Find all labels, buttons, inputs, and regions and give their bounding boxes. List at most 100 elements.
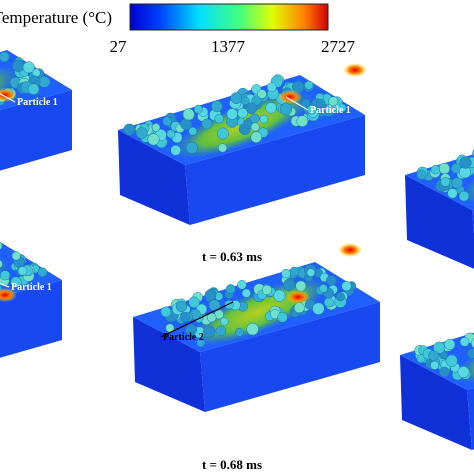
powder-particle bbox=[220, 317, 229, 326]
powder-particle bbox=[458, 190, 470, 202]
powder-particle bbox=[312, 302, 325, 315]
pointer-arrow bbox=[285, 96, 309, 111]
colorbar-tick: 2727 bbox=[321, 37, 356, 56]
slab-side bbox=[133, 317, 205, 412]
powder-particle bbox=[281, 268, 291, 279]
powder-particle bbox=[251, 95, 262, 106]
powder-particle bbox=[201, 118, 213, 130]
powder-particle bbox=[282, 279, 295, 291]
powder-particle bbox=[0, 270, 11, 281]
powder-particle bbox=[306, 268, 316, 277]
powder-particle bbox=[430, 360, 440, 370]
colorbar-title: Temperature (°C) bbox=[0, 8, 112, 27]
powder-particle bbox=[249, 113, 260, 124]
powder-particle bbox=[182, 108, 195, 121]
powder-particle bbox=[37, 267, 48, 278]
powder-particle bbox=[235, 327, 244, 337]
powder-particle bbox=[206, 312, 217, 323]
powder-particle bbox=[257, 89, 267, 99]
colorbar bbox=[129, 3, 329, 31]
powder-particle bbox=[259, 114, 269, 124]
simulation-panel: Particle 1 bbox=[0, 241, 62, 358]
slab-side bbox=[400, 355, 472, 450]
time-caption: t = 0.68 ms bbox=[202, 457, 262, 472]
powder-particle bbox=[323, 297, 334, 308]
powder-particle bbox=[335, 292, 345, 302]
powder-particle bbox=[250, 131, 262, 143]
powder-particle bbox=[196, 338, 206, 348]
powder-particle bbox=[440, 177, 451, 187]
powder-particle bbox=[301, 98, 311, 108]
slab-side bbox=[118, 130, 190, 225]
powder-particle bbox=[166, 129, 176, 139]
powder-particle bbox=[12, 59, 25, 72]
powder-particle bbox=[215, 325, 227, 337]
powder-particle bbox=[162, 116, 172, 126]
powder-particle bbox=[430, 165, 440, 175]
powder-particle bbox=[467, 348, 474, 359]
powder-particle bbox=[27, 83, 40, 95]
powder-particle bbox=[237, 280, 247, 290]
pointer-arrow bbox=[0, 92, 16, 103]
powder-particle bbox=[265, 102, 277, 114]
powder-particle bbox=[160, 306, 172, 318]
powder-particle bbox=[0, 259, 3, 269]
powder-particle bbox=[459, 156, 472, 169]
time-caption: t = 0.63 ms bbox=[202, 249, 262, 264]
powder-particle bbox=[204, 289, 217, 301]
powder-particle bbox=[203, 325, 216, 338]
powder-particle bbox=[186, 142, 198, 154]
powder-particle bbox=[279, 103, 293, 116]
powder-particle bbox=[241, 288, 251, 298]
hot-spot bbox=[278, 90, 302, 104]
powder-particle bbox=[337, 103, 347, 113]
powder-particle bbox=[328, 96, 339, 107]
powder-particle bbox=[416, 354, 426, 364]
powder-particle bbox=[175, 300, 188, 313]
hot-spot bbox=[343, 63, 367, 77]
powder-particle bbox=[428, 350, 439, 361]
simulation-panel bbox=[338, 243, 474, 450]
slab-side bbox=[467, 388, 474, 450]
colorbar-tick: 27 bbox=[110, 37, 128, 56]
powder-particle bbox=[180, 311, 191, 323]
powder-particle bbox=[261, 284, 273, 296]
powder-particle bbox=[433, 341, 446, 354]
pointer-arrow bbox=[160, 301, 234, 338]
powder-particle bbox=[266, 82, 277, 93]
powder-particle bbox=[225, 284, 236, 294]
powder-particle bbox=[214, 113, 224, 124]
powder-particle bbox=[211, 100, 223, 113]
powder-particle bbox=[11, 251, 21, 261]
simulation-panel: Particle 2 bbox=[133, 262, 380, 412]
powder-particle bbox=[341, 281, 352, 292]
powder-particle bbox=[457, 366, 470, 378]
powder-particle bbox=[245, 102, 258, 114]
powder-particle bbox=[316, 98, 326, 109]
simulation-panel bbox=[343, 63, 474, 269]
powder-particle bbox=[185, 323, 198, 336]
hot-spot bbox=[0, 288, 17, 302]
powder-particle bbox=[151, 123, 161, 132]
slab-side bbox=[185, 115, 365, 225]
powder-particle bbox=[237, 107, 248, 119]
powder-particle bbox=[147, 133, 160, 146]
powder-particle bbox=[471, 338, 474, 349]
powder-particle bbox=[188, 296, 200, 309]
powder-particle bbox=[135, 127, 148, 139]
powder-particle bbox=[293, 302, 305, 314]
powder-particle bbox=[246, 322, 259, 336]
powder-particle bbox=[170, 144, 181, 156]
powder-particle bbox=[0, 51, 10, 63]
powder-particle bbox=[250, 122, 260, 132]
powder-particle bbox=[326, 275, 337, 286]
powder-particle bbox=[295, 280, 307, 292]
powder-particle bbox=[188, 126, 198, 136]
particle-label: Particle 1 bbox=[11, 282, 52, 293]
powder-particle bbox=[226, 108, 238, 120]
simulation-panel: Particle 1 bbox=[118, 74, 365, 225]
powder-particle bbox=[218, 143, 228, 153]
hot-spot bbox=[286, 290, 310, 304]
powder-particle bbox=[216, 127, 229, 140]
